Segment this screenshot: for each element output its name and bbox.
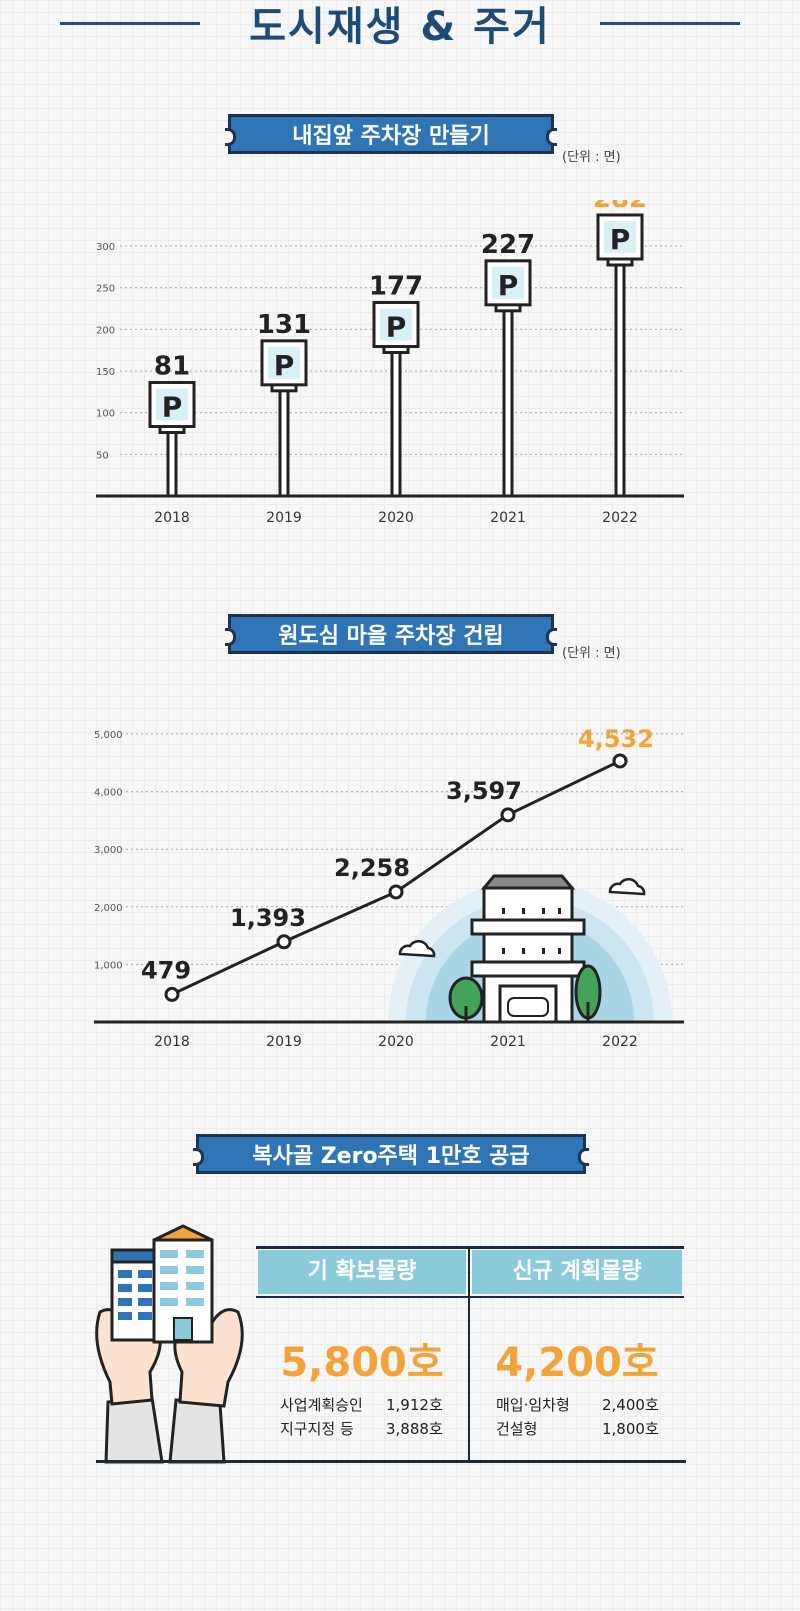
bar-category-label: 2021 [490,510,526,526]
parking-sign-bar: P [260,339,308,498]
parking-sign-bar: P [596,213,644,498]
bar-ytick-label: 300 [96,242,115,253]
line-value-label: 4,532 [578,725,654,753]
parking-sign-letter: P [162,391,183,424]
bar-value-label: 81 [154,352,190,382]
bar-category-label: 2022 [602,510,638,526]
parking-building-icon [388,874,672,1024]
header-rule-left [60,22,200,25]
parking-sign-bar: P [484,259,532,498]
planned-row-2-value: 1,800호 [602,1420,659,1438]
housing-title: 복사골 Zero주택 1만호 공급 [252,1144,530,1169]
col-header-planned: 신규 계획물량 [472,1250,682,1294]
line-point [612,753,628,769]
line-ytick-label: 2,000 [94,903,123,914]
page-title: 도시재생 & 주거 [249,4,551,50]
bar-category-label: 2018 [154,510,190,526]
secured-row-2-value: 3,888호 [386,1420,443,1438]
table-bottom-rule [96,1460,686,1463]
line-point [164,986,180,1002]
line-category-label: 2018 [154,1034,190,1050]
table-header-rule [256,1296,684,1298]
line-ytick-label: 3,000 [94,845,123,856]
parking-line-chart: 1,000 2,000 3,000 4,000 5,000 479 2018 1,393 201… [94,725,684,1050]
line-point [276,934,292,950]
bar-chart-unit: (단위 : 면) [562,150,621,165]
line-ytick-label: 5,000 [94,730,123,741]
cloud-icon [608,877,646,896]
secured-row-2-label: 지구지정 등 [280,1420,354,1438]
bar-chart-title-banner: 내집앞 주차장 만들기 [225,114,557,154]
bar-chart-title: 내집앞 주차장 만들기 [292,124,490,149]
bar-ytick-label: 250 [96,284,115,295]
bar-category-label: 2020 [378,510,414,526]
line-value-label: 1,393 [230,904,306,932]
secured-row-1-value: 1,912호 [386,1396,443,1414]
cloud-icon [398,939,436,958]
line-point [388,884,404,900]
line-ytick-label: 1,000 [94,960,123,971]
line-category-label: 2022 [602,1034,638,1050]
bar-value-label: 227 [481,230,535,260]
bar-value-label: 131 [257,310,311,340]
line-value-label: 479 [141,956,191,984]
table-top-rule [256,1246,684,1249]
planned-total: 4,200호 [495,1340,659,1386]
line-chart-title-banner: 원도심 마을 주차장 건립 [225,614,557,654]
parking-bar-chart: 50 100 150 200 250 300 P 81 2018 P 131 2019 P 177 2020… [96,200,684,526]
planned-row-1-value: 2,400호 [602,1396,659,1414]
line-category-label: 2020 [378,1034,414,1050]
parking-sign-letter: P [498,269,519,302]
header-rule-right [600,22,740,25]
line-point [500,807,516,823]
planned-row-2-label: 건설형 [496,1420,538,1438]
line-category-label: 2021 [490,1034,526,1050]
parking-sign-letter: P [610,223,631,256]
line-value-label: 2,258 [334,854,410,882]
col-header-secured: 기 확보물량 [258,1250,466,1294]
bar-ytick-label: 100 [96,409,115,420]
housing-title-banner: 복사골 Zero주택 1만호 공급 [193,1134,589,1174]
line-chart-title: 원도심 마을 주차장 건립 [278,624,504,649]
table-divider [468,1246,470,1460]
line-value-label: 3,597 [446,777,522,805]
page-header: 도시재생 & 주거 [0,0,800,50]
parking-sign-letter: P [274,349,295,382]
bar-category-label: 2019 [266,510,302,526]
secured-row-1-label: 사업계획승인 [280,1396,363,1414]
line-chart-unit: (단위 : 면) [562,646,621,661]
line-category-label: 2019 [266,1034,302,1050]
parking-sign-bar: P [372,301,420,498]
bar-value-label: 177 [369,272,423,302]
parking-sign-bar: P [148,381,196,498]
line-ytick-label: 4,000 [94,788,123,799]
bar-ytick-label: 150 [96,367,115,378]
parking-sign-letter: P [386,311,407,344]
bar-ytick-label: 50 [96,450,109,461]
bar-value-label: 282 [593,200,647,214]
bar-ytick-label: 200 [96,325,115,336]
secured-total: 5,800호 [280,1340,444,1386]
planned-row-1-label: 매입·임차형 [496,1396,570,1414]
hands-holding-buildings-icon [95,1224,244,1464]
